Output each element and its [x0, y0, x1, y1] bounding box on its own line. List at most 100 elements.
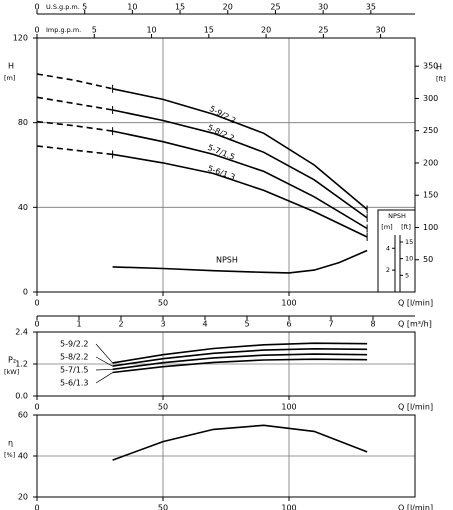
x-tick-label: 0 [34, 299, 39, 308]
y-tick-label: 20 [18, 493, 28, 502]
y2-axis-label: H [436, 63, 442, 72]
flow-tick-label: 7 [328, 320, 333, 329]
y-axis-label: P₂ [8, 356, 16, 365]
npsh-inset-title: NPSH [388, 212, 406, 220]
flow-axis-label: Q [m³/h] [398, 320, 432, 329]
flow-tick-label: 30 [376, 26, 386, 35]
y-tick-label: 40 [18, 203, 28, 212]
curve [112, 88, 368, 211]
y-tick-label: 0 [23, 288, 28, 297]
leader-line [95, 368, 113, 371]
curve [112, 153, 368, 238]
flow-tick-label: 8 [370, 320, 375, 329]
curve [112, 353, 368, 371]
flow-tick-label: 3 [160, 320, 165, 329]
y2-tick-label: 250 [423, 126, 438, 135]
series-label: 5-8/2.2 [60, 353, 88, 362]
curve-label: 5-6/1.3 [206, 164, 236, 182]
y-tick-label: 80 [18, 118, 28, 127]
curve [112, 347, 368, 367]
y2-tick-label: 100 [423, 223, 438, 232]
flow-tick-label: 20 [261, 26, 271, 35]
flow-tick-label: 10 [146, 26, 156, 35]
extrapolated-curve [36, 96, 113, 111]
y-tick-label: 40 [18, 452, 28, 461]
extrapolated-curve [36, 145, 113, 156]
leader-line [95, 372, 113, 384]
flow-tick-label: 0 [34, 26, 39, 35]
flow-axis-label: Imp.g.p.m. [46, 26, 81, 34]
npsh-tick-label: 2 [386, 266, 390, 274]
curve [112, 424, 368, 461]
flow-tick-label: 25 [270, 3, 280, 12]
series-label: 5-9/2.2 [60, 340, 88, 349]
npsh-inset [377, 209, 416, 293]
flow-axis-label: U.S.g.p.m. [46, 3, 80, 11]
flow-tick-label: 5 [82, 3, 87, 12]
x-tick-label: 100 [281, 504, 296, 510]
npsh-curve-label: NPSH [216, 256, 238, 265]
npsh-ft-tick-label: 5 [405, 271, 409, 279]
y-axis-unit: [%] [4, 451, 15, 459]
plot-frame [36, 331, 416, 397]
flow-tick-label: 35 [366, 3, 376, 12]
flow-tick-label: 5 [92, 26, 97, 35]
x-tick-label: 0 [34, 504, 39, 510]
flow-tick-label: 10 [127, 3, 137, 12]
y2-axis-unit: [ft] [436, 75, 446, 83]
curve-label: 5-8/2.2 [206, 123, 236, 143]
y2-tick-label: 200 [423, 158, 438, 167]
npsh-ft-tick-label: 10 [405, 255, 413, 263]
flow-tick-label: 5 [244, 320, 249, 329]
y-axis-label: H [8, 62, 14, 71]
y-tick-label: 0.0 [15, 392, 28, 401]
leader-line [95, 343, 113, 364]
y-axis-unit: [kW] [4, 368, 19, 376]
x-tick-label: 50 [158, 299, 168, 308]
curve [112, 109, 368, 219]
y2-tick-label: 150 [423, 191, 438, 200]
x-tick-label: 100 [281, 403, 296, 412]
flow-tick-label: 20 [223, 3, 233, 12]
x-tick-label: 50 [158, 504, 168, 510]
flow-tick-label: 1 [76, 320, 81, 329]
curve [112, 342, 368, 364]
npsh-unit-ft: [ft] [401, 223, 411, 231]
flow-tick-label: 4 [202, 320, 207, 329]
extrapolated-curve [36, 73, 113, 90]
x-tick-label: 100 [281, 299, 296, 308]
x-axis-label: Q [l/min] [398, 403, 433, 412]
y-axis-unit: [m] [4, 74, 15, 82]
flow-tick-label: 6 [286, 320, 291, 329]
flow-tick-label: 0 [34, 3, 39, 12]
y-tick-label: 120 [13, 34, 28, 43]
flow-tick-label: 15 [204, 26, 214, 35]
npsh-unit-m: [m] [381, 223, 392, 231]
flow-tick-label: 15 [175, 3, 185, 12]
extrapolated-curve [36, 120, 113, 132]
y2-tick-label: 350 [423, 62, 438, 71]
curve [112, 358, 368, 374]
curve-label: 5-7/1.5 [206, 143, 236, 162]
flow-tick-label: 0 [34, 320, 39, 329]
y-axis-label: η [8, 439, 13, 448]
flow-tick-label: 30 [318, 3, 328, 12]
series-label: 5-6/1.3 [60, 379, 88, 388]
npsh-ft-tick-label: 15 [405, 238, 413, 246]
npsh-curve [112, 249, 368, 274]
leader-line [95, 356, 113, 367]
flow-tick-label: 25 [318, 26, 328, 35]
series-label: 5-7/1.5 [60, 366, 88, 375]
y2-tick-label: 300 [423, 94, 438, 103]
x-axis-label: Q [l/min] [398, 299, 433, 308]
x-tick-label: 0 [34, 403, 39, 412]
plot-frame [36, 414, 416, 498]
npsh-tick-label: 4 [386, 244, 390, 252]
y-tick-label: 1.2 [15, 360, 28, 369]
plot-frame [36, 37, 416, 293]
y2-tick-label: 50 [423, 255, 433, 264]
x-tick-label: 50 [158, 403, 168, 412]
x-axis-label: Q [l/min] [398, 504, 433, 510]
curve [112, 130, 368, 230]
